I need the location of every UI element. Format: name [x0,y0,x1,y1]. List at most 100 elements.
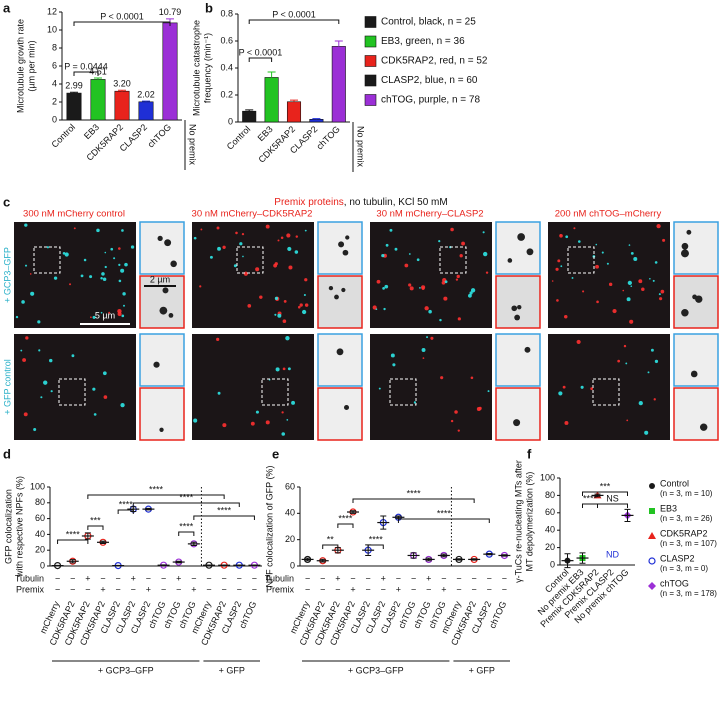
spot [247,303,252,308]
tubulin-sign: − [252,573,257,583]
tubulin-sign: + [85,573,90,583]
spot [485,271,489,274]
tubulin-sign: − [116,573,121,583]
spot [595,264,599,269]
spot [652,279,655,282]
spot [394,247,398,251]
comparison-bracket [73,21,171,26]
spot [627,280,632,286]
zoom-box [236,246,264,274]
y-tick-label: 4 [52,78,57,88]
spot [408,253,411,255]
legend-marker [649,483,655,489]
column-label: 30 nM mCherry–CLASP2 [376,209,483,220]
spot [580,385,584,389]
legend-label: CDK5RAP2 [660,528,708,538]
comparison-bracket [582,491,628,496]
zoom-box [58,378,86,406]
spot [265,224,270,229]
error-bar [145,507,152,511]
y-tick-label: 8 [52,42,57,52]
spot [117,308,122,314]
comparison-bracket [337,523,354,528]
spot [69,283,72,286]
premix-sign: + [350,584,355,594]
comparison-bracket [597,503,628,508]
y-tick-label: 0 [290,560,295,570]
inset-spot [507,258,513,263]
spot [287,246,292,252]
spot [478,406,482,410]
panel-label: c [3,194,10,209]
title-rest: , no tubulin, KCl 50 mM [344,197,448,208]
comparison-label: **** [217,505,232,515]
inset-spot [513,419,521,427]
premix-sign: + [100,584,105,594]
group-label: + GFP [219,665,245,675]
y-axis-label: NPF colocalization of GFP (%) [264,466,274,588]
comparison-bracket [117,509,134,514]
comparison-bracket [178,531,195,536]
comparison-label: P = 0.0444 [64,61,108,71]
spot [286,233,291,238]
comparison-bracket [87,525,104,530]
inset-spot [686,229,692,235]
premix-sign: − [320,584,325,594]
panel-label: a [3,0,11,15]
error-bar [69,559,76,564]
spot [641,287,645,291]
comparison-label: NS [606,493,619,503]
spot [217,391,221,395]
legend-label: CLASP2 [660,553,695,563]
comparison-bracket [193,515,255,520]
y-tick-label: 60 [285,481,295,491]
spot [62,252,66,255]
y-tick-label: 0 [40,560,45,570]
spot [108,311,111,314]
zoom-box [439,246,467,274]
legend-label: Control [660,478,689,488]
legend-marker [649,508,655,514]
legend-marker [648,557,656,565]
spot [71,354,75,358]
spot [103,395,108,399]
x-tick-label: EB3 [256,124,275,143]
error-bar [160,564,167,567]
spot [470,288,476,293]
spot [217,246,221,251]
spot [383,307,386,311]
spot [426,336,429,339]
y-tick-label: 20 [545,542,555,552]
spot [630,285,633,287]
comparison-label: **** [583,493,598,503]
legend-label: chTOG [660,578,689,588]
spot [89,275,93,279]
legend-marker [648,532,656,539]
spot [130,245,135,249]
spot [124,262,128,267]
error-bar [267,71,276,78]
y-tick-label: 0 [52,114,57,124]
spot [378,387,381,390]
row-label: + GFP control [2,359,12,415]
bar [242,110,257,123]
spot [382,287,385,290]
spot [90,316,92,319]
spot [301,309,307,315]
premix-sign: − [131,584,136,594]
group-label: + GFP [469,665,495,675]
premix-sign: + [396,584,401,594]
legend-label: EB3, green, n = 36 [381,36,465,47]
spot [121,314,125,318]
error-bar [84,532,91,540]
spot [275,367,280,372]
spot [633,257,638,262]
spot [385,243,389,247]
spot [644,430,649,435]
tubulin-sign: − [366,573,371,583]
premix-sign: + [191,584,196,594]
spot [233,264,237,268]
panel-c-title: Premix proteins, no tubulin, KCl 50 mM [274,197,447,208]
spot [104,251,107,254]
